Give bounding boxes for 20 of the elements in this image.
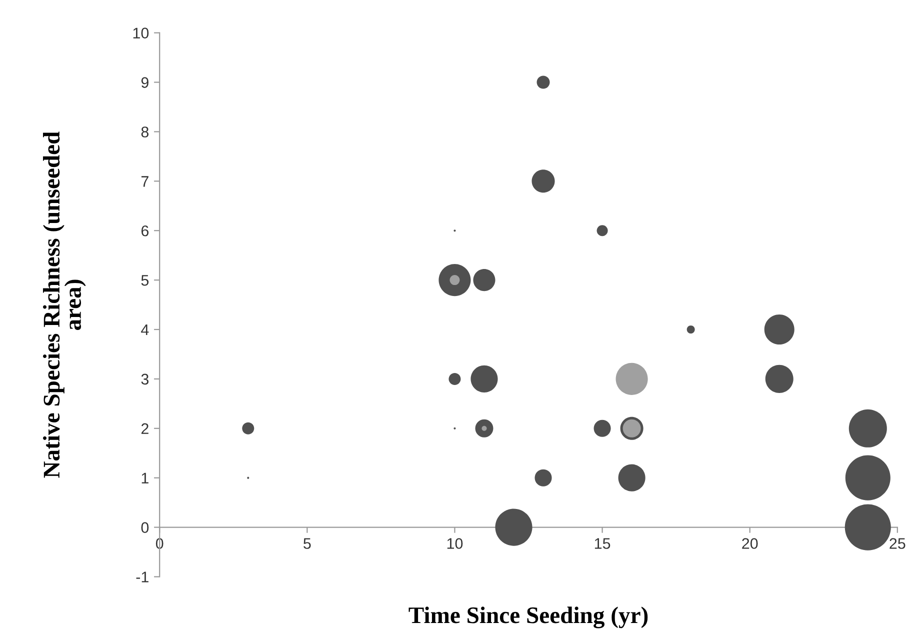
x-tick-label: 25 xyxy=(890,538,906,549)
x-tick-label: 10 xyxy=(447,538,463,549)
y-tick-label: 0 xyxy=(141,522,149,533)
x-tick-label: 0 xyxy=(156,538,164,549)
y-axis-title: Native Species Richness (unseeded area) xyxy=(42,132,86,478)
x-axis-title: Time Since Seeding (yr) xyxy=(408,606,648,628)
x-tick-label: 20 xyxy=(742,538,758,549)
y-tick-label: 9 xyxy=(141,77,148,88)
y-tick-label: 2 xyxy=(141,423,148,434)
y-tick-label: 1 xyxy=(142,472,148,484)
x-tick-label: 5 xyxy=(304,538,311,549)
y-tick-label: 10 xyxy=(133,28,149,38)
y-tick-label: -1 xyxy=(136,572,148,582)
y-tick-label: 6 xyxy=(141,225,149,236)
y-tick-label: 3 xyxy=(141,374,149,385)
x-tick-label: 15 xyxy=(594,538,610,549)
y-tick-label: 8 xyxy=(141,126,149,138)
y-tick-label: 5 xyxy=(141,275,149,286)
y-tick-label: 4 xyxy=(141,324,149,336)
y-tick-label: 7 xyxy=(141,176,148,187)
